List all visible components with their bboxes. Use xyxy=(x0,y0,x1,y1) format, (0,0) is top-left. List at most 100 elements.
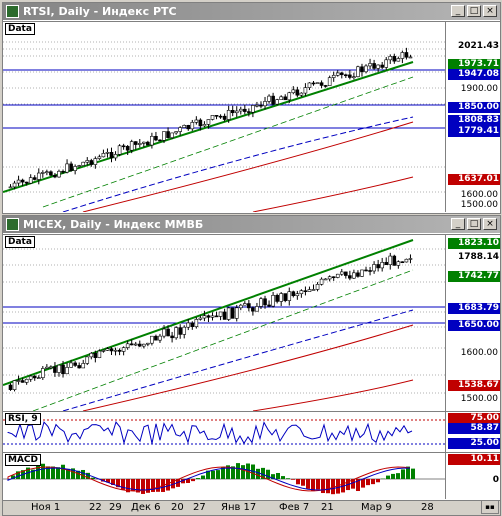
rtsi-chart-window[interactable]: RTSI, Daily - Индекс РТС _ □ × Data 1900… xyxy=(2,2,501,214)
rsi-pane[interactable]: RSI, 9 75.00 58.87 25.00 xyxy=(3,411,500,452)
candle-body xyxy=(364,269,368,272)
candle-body xyxy=(267,304,271,307)
macd-bar xyxy=(131,479,135,491)
candle-body xyxy=(360,66,364,73)
rtsi-price-chart[interactable] xyxy=(3,22,446,212)
macd-bar xyxy=(296,479,300,485)
minimize-button[interactable]: _ xyxy=(451,218,465,230)
minimize-button[interactable]: _ xyxy=(451,5,465,17)
macd-bar xyxy=(226,465,230,479)
price-tick-label: 1600.00 xyxy=(460,190,498,200)
candle-body xyxy=(198,317,203,320)
candle-body xyxy=(275,295,279,302)
macd-chart[interactable] xyxy=(3,453,446,499)
candle-body xyxy=(327,276,332,280)
macd-bar xyxy=(311,479,315,492)
price-tick-label: 1600.00 xyxy=(460,348,498,358)
candle-body xyxy=(137,343,142,347)
macd-pane[interactable]: MACD 10.11 0 xyxy=(3,452,500,499)
candle-body xyxy=(251,307,255,312)
candle-body xyxy=(101,153,106,158)
candle-body xyxy=(388,255,393,266)
candle-body xyxy=(182,125,187,128)
macd-bar xyxy=(306,479,310,489)
candle-body xyxy=(73,166,77,171)
date-tick-label: Фев 7 xyxy=(279,502,310,513)
close-button[interactable]: × xyxy=(483,5,497,17)
micex-chart-window[interactable]: MICEX, Daily - Индекс ММВБ _ □ × Data 16… xyxy=(2,215,501,516)
candle-body xyxy=(283,96,288,101)
candle-body xyxy=(12,182,17,188)
macd-bar xyxy=(76,470,80,479)
rtsi-titlebar[interactable]: RTSI, Daily - Индекс РТС _ □ × xyxy=(3,3,500,20)
candle-body xyxy=(384,262,389,266)
candle-body xyxy=(85,160,90,163)
candle-body xyxy=(275,99,279,105)
candle-body xyxy=(170,335,174,339)
candle-body xyxy=(339,271,344,275)
candle-body xyxy=(41,368,45,378)
candle-body xyxy=(311,82,316,85)
candle-body xyxy=(142,141,146,144)
candle-body xyxy=(319,82,324,86)
candle-body xyxy=(372,63,376,69)
macd-bar xyxy=(121,479,125,490)
candle-body xyxy=(384,59,389,68)
candle-body xyxy=(356,272,360,277)
candle-body xyxy=(255,104,259,107)
price-level-tag: 1788.14 xyxy=(448,252,500,263)
macd-axis: 10.11 0 xyxy=(445,453,500,499)
ma-line xyxy=(252,379,414,411)
candle-body xyxy=(243,303,247,306)
candle-body xyxy=(186,125,191,130)
rtsi-title: RTSI, Daily - Индекс РТС xyxy=(23,5,177,18)
candle-body xyxy=(226,307,231,320)
candle-body xyxy=(234,307,239,319)
candle-body xyxy=(259,104,263,107)
macd-bar xyxy=(331,479,335,495)
rsi-chart[interactable] xyxy=(3,412,446,452)
macd-bar xyxy=(111,479,115,486)
trend-channel xyxy=(32,269,414,411)
macd-bar xyxy=(396,473,400,479)
macd-bar xyxy=(241,465,245,479)
candle-body xyxy=(93,352,98,358)
date-tick-label: 27 xyxy=(193,502,206,513)
macd-bar xyxy=(141,479,145,494)
candle-body xyxy=(311,289,316,291)
candle-body xyxy=(307,289,312,292)
macd-bar xyxy=(351,479,355,489)
macd-bar xyxy=(266,469,270,479)
rtsi-price-pane[interactable]: Data 1900.001700.001600.001500.002021.43… xyxy=(3,21,500,212)
candle-body xyxy=(101,350,106,352)
candle-body xyxy=(45,171,49,174)
candle-body xyxy=(170,132,174,138)
macd-bar xyxy=(186,479,190,483)
macd-bar xyxy=(411,468,415,479)
candle-body xyxy=(53,366,57,373)
chart-icon xyxy=(6,218,19,231)
candle-body xyxy=(295,293,300,297)
date-tick-label: 21 xyxy=(321,502,334,513)
candle-body xyxy=(400,52,405,59)
candle-body xyxy=(190,322,195,327)
candle-body xyxy=(295,89,300,96)
micex-price-chart[interactable] xyxy=(3,235,446,411)
close-button[interactable]: × xyxy=(483,218,497,230)
maximize-button[interactable]: □ xyxy=(467,218,481,230)
candle-body xyxy=(408,258,413,260)
candle-body xyxy=(307,82,312,88)
candle-body xyxy=(396,58,401,62)
candle-body xyxy=(198,119,203,127)
candle-body xyxy=(303,290,308,292)
candle-body xyxy=(65,163,69,173)
micex-price-pane[interactable]: Data 1600.00 1500.00 1823.10 1788.14 1742.77… xyxy=(3,234,500,411)
candle-body xyxy=(319,278,324,285)
candle-body xyxy=(230,110,235,114)
scroll-button[interactable]: ▪▪ xyxy=(481,500,499,514)
candle-body xyxy=(344,271,348,276)
micex-titlebar[interactable]: MICEX, Daily - Индекс ММВБ _ □ × xyxy=(3,216,500,233)
maximize-button[interactable]: □ xyxy=(467,5,481,17)
macd-bar xyxy=(406,466,410,479)
price-level-tag: 1947.08 xyxy=(448,69,500,80)
